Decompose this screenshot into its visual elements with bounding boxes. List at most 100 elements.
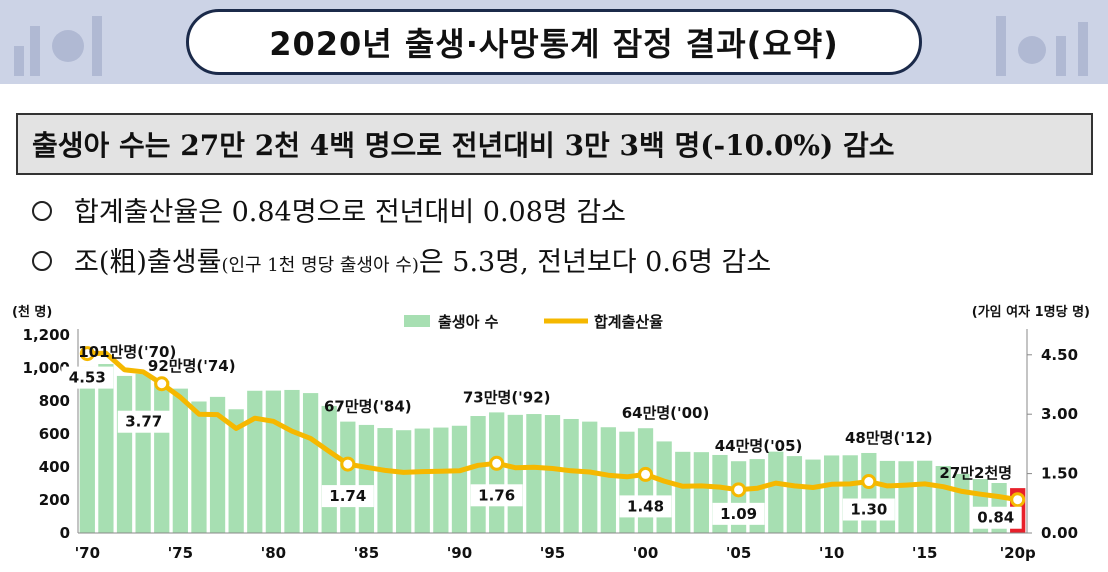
legend-label-births: 출생아 수 bbox=[438, 313, 499, 331]
left-axis-tick-label: 0 bbox=[60, 524, 70, 542]
bar-births bbox=[451, 425, 468, 533]
tfr-data-label: 4.53 bbox=[69, 369, 106, 387]
birth-chart: (천 명) (가임 여자 1명당 명) 출생아 수 합계출산율 0 200 400 6… bbox=[12, 304, 1090, 562]
tfr-label-box bbox=[712, 502, 765, 525]
bullet-note: (인구 1천 명당 출생아 수) bbox=[221, 255, 419, 276]
tfr-data-label: 1.30 bbox=[850, 501, 887, 519]
tfr-label-box bbox=[321, 485, 374, 508]
tfr-label-box bbox=[969, 506, 1022, 529]
page-title: 2020년 출생·사망통계 잠정 결과(요약) bbox=[269, 25, 839, 63]
tfr-marker bbox=[79, 346, 95, 362]
tfr-data-label: 3.77 bbox=[125, 413, 162, 431]
tfr-marker bbox=[1010, 492, 1026, 508]
tfr-marker bbox=[731, 482, 747, 498]
bar-births bbox=[861, 452, 877, 533]
legend: 출생아 수 합계출산율 bbox=[404, 313, 663, 331]
bar-births bbox=[656, 441, 672, 533]
tfr-label-box bbox=[470, 484, 523, 507]
left-axis-tick-label: 1,200 bbox=[23, 326, 70, 344]
right-axis-unit: (가임 여자 1명당 명) bbox=[972, 304, 1090, 320]
bar-births bbox=[79, 366, 95, 533]
left-axis-unit: (천 명) bbox=[12, 304, 52, 320]
bar-births bbox=[284, 389, 300, 533]
birth-annotation: 101만명('70) bbox=[78, 343, 176, 361]
bar-births bbox=[172, 388, 188, 533]
bullet-text: 합계출산율은 0.84명으로 전년대비 0.08명 감소 bbox=[74, 197, 627, 228]
bar-births bbox=[563, 418, 579, 533]
bar-births bbox=[526, 414, 542, 533]
bar-births bbox=[786, 456, 803, 533]
birth-annotation: 27만2천명 bbox=[939, 464, 1012, 482]
birth-annotation: 44만명('05) bbox=[715, 437, 803, 455]
birth-annotation: 92만명('74) bbox=[148, 357, 236, 375]
right-axis-tick-label: 1.50 bbox=[1041, 465, 1078, 483]
legend-label-tfr: 합계출산율 bbox=[594, 313, 663, 331]
decorative-graphic bbox=[14, 16, 102, 76]
bullet-text: 은 5.3명, 전년보다 0.6명 감소 bbox=[418, 247, 772, 278]
x-axis-tick-label: '75 bbox=[168, 544, 193, 562]
bar-births bbox=[600, 427, 616, 533]
tfr-label-box bbox=[117, 410, 170, 433]
tfr-marker bbox=[489, 455, 505, 471]
bar-births bbox=[321, 405, 337, 533]
birth-annotation: 67만명('84) bbox=[324, 398, 412, 416]
header-banner: 2020년 출생·사망통계 잠정 결과(요약) bbox=[0, 0, 1108, 84]
tfr-label-box bbox=[842, 498, 895, 521]
bullet-circle-icon bbox=[32, 250, 52, 271]
tfr-label-box bbox=[619, 495, 672, 518]
bar-births bbox=[675, 451, 691, 533]
left-axis-tick-label: 400 bbox=[39, 458, 70, 476]
bar-births bbox=[154, 380, 170, 533]
summary-box: 출생아 수는 27만 2천 4백 명으로 전년대비 3만 3백 명(-10.0%… bbox=[16, 113, 1093, 175]
bar-births bbox=[228, 409, 244, 533]
bar-births bbox=[135, 373, 151, 533]
bar-births bbox=[805, 459, 821, 533]
bar-births bbox=[302, 393, 319, 533]
tfr-data-label: 1.48 bbox=[627, 497, 664, 515]
birth-annotation: 48만명('12) bbox=[845, 429, 933, 447]
bar-births bbox=[377, 428, 393, 533]
x-axis-tick-label: '95 bbox=[540, 544, 565, 562]
bullet-item: 조(粗)출생률(인구 1천 명당 출생아 수)은 5.3명, 전년보다 0.6명… bbox=[32, 240, 771, 279]
bar-births bbox=[619, 431, 635, 533]
bar-births bbox=[358, 424, 375, 533]
bullet-text: 조(粗)출생률 bbox=[74, 247, 222, 278]
right-axis-tick-label: 0.00 bbox=[1041, 524, 1078, 542]
bar-births bbox=[191, 401, 207, 533]
left-axis-tick-label: 200 bbox=[39, 491, 70, 509]
x-axis-tick-label: '20p bbox=[1000, 544, 1036, 562]
legend-swatch-births bbox=[404, 315, 430, 327]
bar-births bbox=[489, 412, 505, 533]
left-axis-tick-label: 1,000 bbox=[23, 359, 70, 377]
bar-births bbox=[693, 452, 709, 533]
bar-births bbox=[98, 364, 114, 533]
birth-annotation: 64만명('00) bbox=[622, 404, 710, 422]
page-title-container: 2020년 출생·사망통계 잠정 결과(요약) bbox=[186, 9, 922, 75]
tfr-data-label: 1.74 bbox=[329, 487, 366, 505]
tfr-data-label: 1.09 bbox=[720, 505, 757, 523]
bar-births bbox=[582, 421, 598, 533]
bar-births bbox=[396, 430, 412, 533]
x-axis-tick-label: '15 bbox=[912, 544, 937, 562]
bullet-item: 합계출산율은 0.84명으로 전년대비 0.08명 감소 bbox=[32, 190, 626, 229]
x-axis-tick-label: '70 bbox=[75, 544, 100, 562]
bar-births bbox=[507, 414, 523, 533]
x-axis-tick-label: '00 bbox=[633, 544, 658, 562]
bar-births bbox=[340, 421, 356, 533]
tfr-marker bbox=[340, 456, 356, 472]
bar-births bbox=[935, 466, 951, 533]
bullet-circle-icon bbox=[32, 200, 52, 221]
x-axis-tick-label: '10 bbox=[819, 544, 844, 562]
left-axis-tick-label: 800 bbox=[39, 392, 70, 410]
bar-births bbox=[768, 451, 784, 533]
x-axis-tick-label: '85 bbox=[354, 544, 379, 562]
bar-births bbox=[879, 460, 896, 533]
tfr-data-label: 1.76 bbox=[478, 486, 515, 504]
bar-births bbox=[954, 473, 970, 533]
summary-text: 출생아 수는 27만 2천 4백 명으로 전년대비 3만 3백 명(-10.0%… bbox=[32, 129, 895, 162]
bar-births bbox=[917, 460, 933, 533]
tfr-marker bbox=[154, 376, 170, 392]
bar-births bbox=[433, 427, 449, 533]
bar-births bbox=[116, 375, 133, 533]
tfr-data-label: 0.84 bbox=[977, 509, 1014, 527]
